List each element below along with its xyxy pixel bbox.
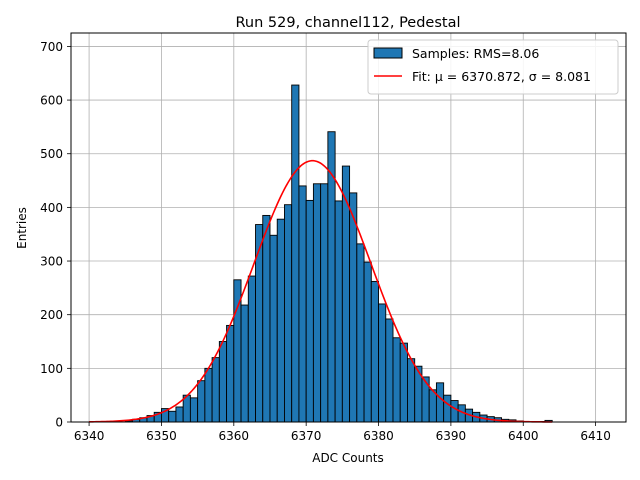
histogram-bar [298, 185, 307, 423]
chart-title: Run 529, channel112, Pedestal [235, 15, 460, 31]
histogram-bar [392, 337, 401, 423]
legend-label-samples: Samples: RMS=8.06 [412, 46, 539, 61]
histogram-bar [378, 303, 387, 423]
histogram-bar [197, 380, 206, 423]
x-tick-label: 6410 [580, 429, 611, 443]
y-tick-label: 300 [40, 255, 63, 269]
plot-frame [70, 32, 627, 423]
y-tick-label: 400 [40, 201, 63, 215]
histogram-bar [247, 275, 256, 423]
histogram-bar [211, 357, 220, 423]
legend: Samples: RMS=8.06 Fit: μ = 6370.872, σ =… [367, 39, 619, 95]
histogram-bar [443, 394, 452, 423]
histogram-bar [356, 243, 365, 423]
y-tick-label: 600 [40, 94, 63, 108]
histogram-bar [284, 204, 293, 423]
histogram-bar [255, 224, 264, 423]
legend-swatch-samples [373, 47, 403, 59]
histogram-bar [435, 382, 445, 423]
histogram-bar [399, 342, 408, 423]
histogram-bar [168, 410, 177, 423]
x-tick-label: 6360 [219, 429, 250, 443]
x-tick-label: 6340 [74, 429, 105, 443]
y-tick-label: 700 [40, 40, 63, 54]
x-tick-label: 6390 [436, 429, 467, 443]
histogram-bar [291, 84, 300, 423]
x-axis-ticks: 6340 6350 6360 6370 6380 6390 6400 6410 [74, 422, 611, 443]
x-tick-label: 6400 [508, 429, 539, 443]
histogram-bars [124, 84, 553, 423]
histogram-bar [320, 183, 329, 423]
histogram-bar [370, 280, 379, 423]
histogram-bar [269, 234, 278, 423]
histogram-bar [218, 341, 228, 423]
histogram-bar [262, 214, 271, 423]
histogram-bar [240, 304, 249, 423]
x-tick-label: 6350 [146, 429, 177, 443]
histogram-bar [450, 400, 459, 423]
y-axis-ticks: 0 100 200 300 400 500 600 700 [40, 40, 71, 430]
histogram-bar [385, 318, 394, 423]
histogram-bar [407, 358, 416, 423]
histogram-bar [363, 261, 372, 423]
x-axis-label: ADC Counts [312, 451, 384, 465]
x-tick-label: 6380 [363, 429, 394, 443]
y-tick-label: 0 [55, 416, 63, 430]
y-tick-label: 200 [40, 308, 63, 322]
legend-box [367, 39, 619, 95]
x-tick-label: 6370 [291, 429, 322, 443]
y-axis-label: Entries [15, 207, 29, 249]
histogram-bar [312, 183, 322, 423]
histogram-bar [349, 192, 358, 423]
histogram-bar [421, 376, 430, 423]
histogram-bar [305, 199, 314, 423]
histogram-bar [226, 324, 235, 423]
histogram-bar [428, 389, 437, 423]
histogram-bar [204, 367, 213, 423]
histogram-bar [175, 406, 184, 423]
gaussian-fit-curve [89, 159, 553, 423]
legend-label-fit: Fit: μ = 6370.872, σ = 8.081 [412, 69, 591, 84]
y-tick-label: 100 [40, 362, 63, 376]
histogram-bar [189, 397, 199, 423]
histogram-bar [276, 218, 285, 423]
y-tick-label: 500 [40, 147, 63, 161]
histogram-bar [334, 200, 343, 423]
